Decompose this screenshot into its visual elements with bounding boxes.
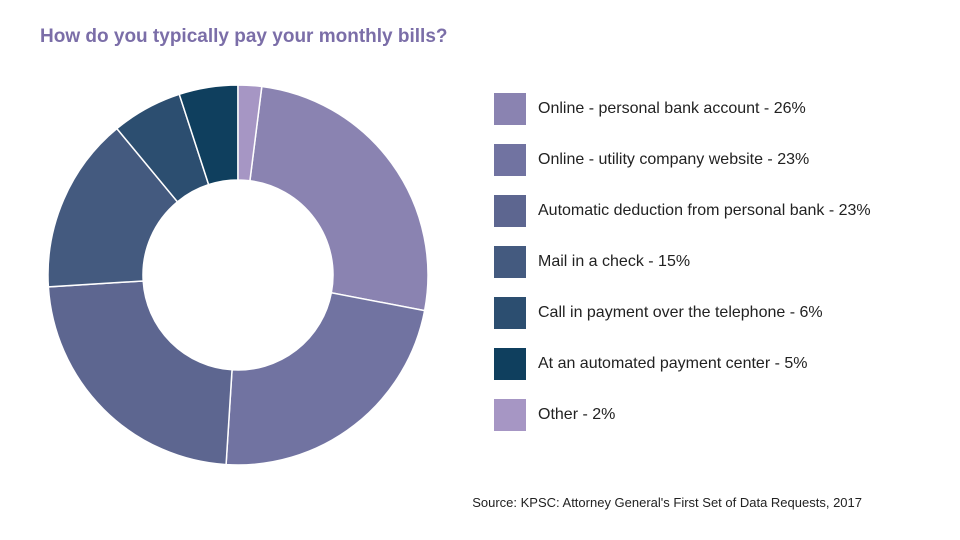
legend-label: Mail in a check - 15%: [538, 252, 691, 270]
legend-label: Automatic deduction from personal bank -…: [538, 201, 871, 219]
legend-label: Other - 2%: [538, 405, 616, 423]
legend-swatch: [494, 398, 526, 431]
legend-label: At an automated payment center - 5%: [538, 354, 808, 372]
legend-swatch: [494, 194, 526, 227]
chart-title: How do you typically pay your monthly bi…: [40, 26, 448, 47]
legend-swatch: [494, 296, 526, 329]
legend-item: Other - 2%: [494, 389, 871, 440]
legend-item: Automatic deduction from personal bank -…: [494, 185, 871, 236]
source-note: Source: KPSC: Attorney General's First S…: [472, 495, 862, 510]
legend-swatch: [494, 245, 526, 278]
legend-item: Online - utility company website - 23%: [494, 134, 871, 185]
legend-swatch: [494, 143, 526, 176]
donut-chart: [47, 84, 429, 466]
donut-slice-2: [225, 291, 426, 466]
legend-label: Online - utility company website - 23%: [538, 150, 810, 168]
legend-label: Call in payment over the telephone - 6%: [538, 303, 823, 321]
legend-swatch: [494, 92, 526, 125]
donut-slice-3: [47, 280, 233, 466]
legend-swatch: [494, 347, 526, 380]
donut-slice-7: [237, 84, 263, 182]
legend-item: Online - personal bank account - 26%: [494, 83, 871, 134]
donut-slice-1: [249, 85, 429, 312]
legend-item: Call in payment over the telephone - 6%: [494, 287, 871, 338]
legend-item: At an automated payment center - 5%: [494, 338, 871, 389]
legend-item: Mail in a check - 15%: [494, 236, 871, 287]
legend-label: Online - personal bank account - 26%: [538, 99, 806, 117]
legend: Online - personal bank account - 26% Onl…: [494, 83, 871, 440]
